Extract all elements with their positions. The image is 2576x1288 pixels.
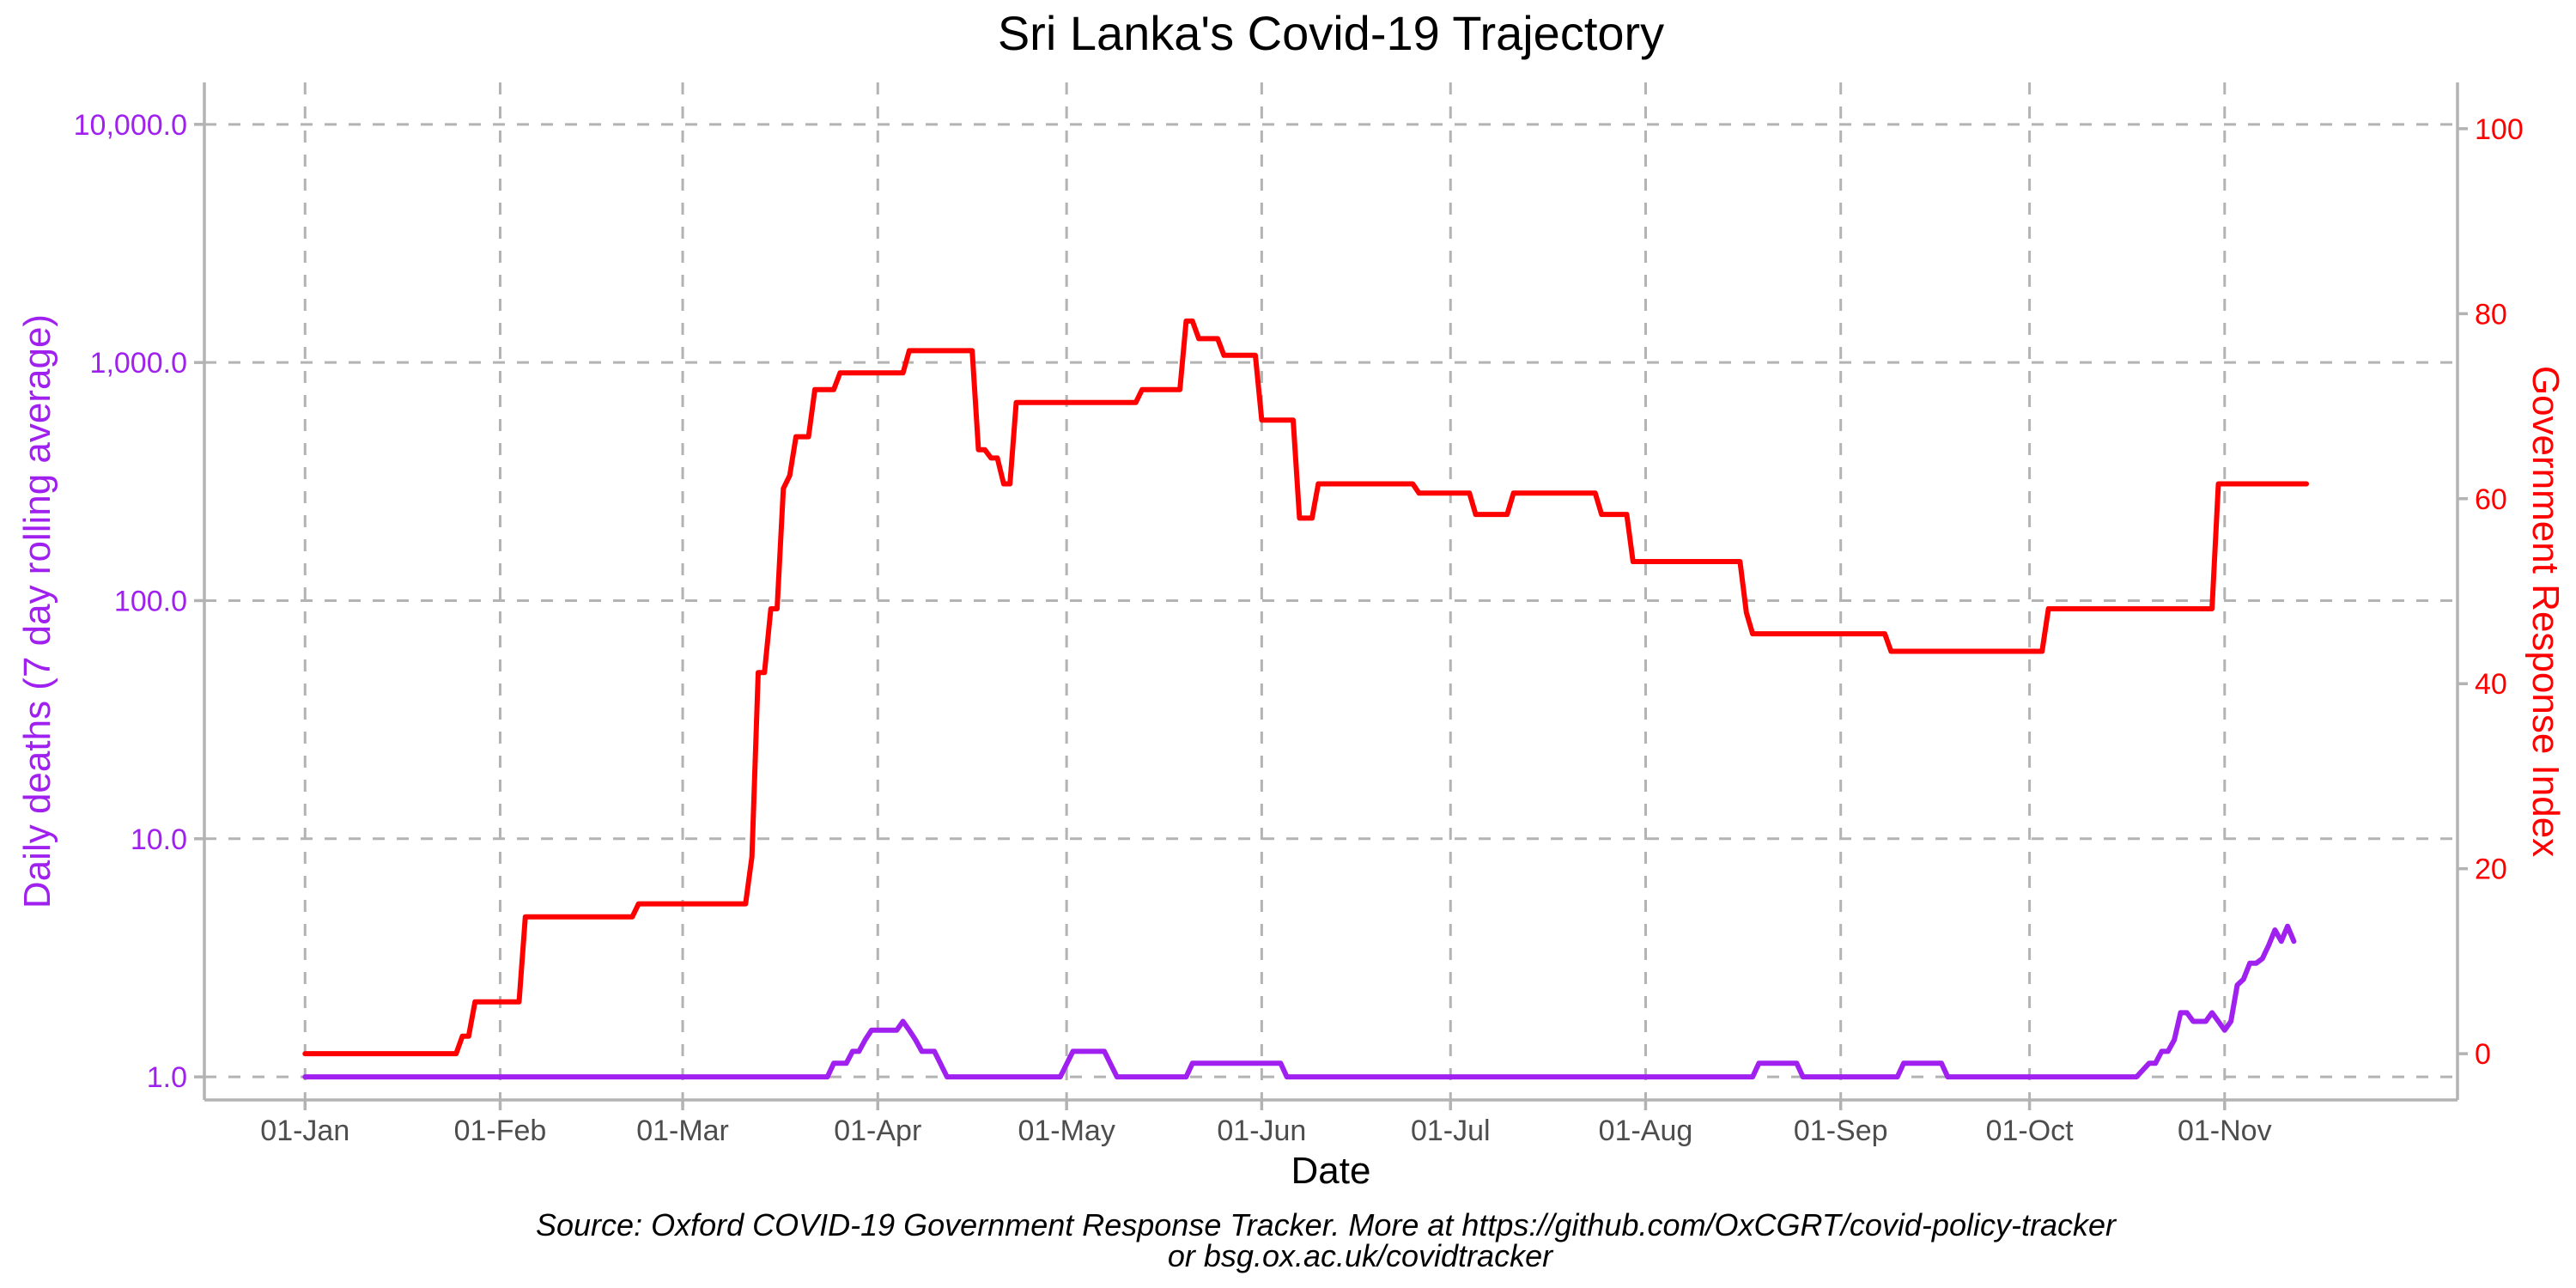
- x-tick-label: 01-Jun: [1217, 1115, 1306, 1147]
- x-tick-label: 01-Sep: [1794, 1115, 1888, 1147]
- left-y-axis-ticks: 1.0 10.0 100.0 1,000.0 10,000.0: [74, 109, 204, 1094]
- right-tick-label: 40: [2475, 668, 2507, 701]
- left-tick-label: 100.0: [114, 585, 187, 617]
- grid: [204, 82, 2458, 1100]
- x-tick-label: 01-Oct: [1986, 1115, 2075, 1147]
- left-tick-label: 1,000.0: [90, 347, 187, 380]
- x-axis-ticks: 01-Jan 01-Feb 01-Mar 01-Apr 01-May 01-Jun 01-J…: [260, 1100, 2272, 1147]
- right-tick-label: 0: [2475, 1038, 2491, 1071]
- left-y-axis-title: Daily deaths (7 day rolling average): [16, 314, 58, 908]
- x-tick-label: 01-Feb: [454, 1115, 547, 1147]
- series: [302, 318, 2310, 1080]
- daily-deaths-line: [302, 923, 2297, 1080]
- chart-title: Sri Lanka's Covid-19 Trajectory: [998, 6, 1664, 60]
- axes: [203, 82, 2459, 1102]
- government-response-index-line: [302, 318, 2310, 1057]
- x-tick-label: 01-Jan: [260, 1115, 349, 1147]
- source-caption-line-2: or bsg.ox.ac.uk/covidtracker: [1168, 1238, 1554, 1273]
- x-axis-title: Date: [1291, 1150, 1371, 1192]
- left-tick-label: 10.0: [131, 823, 187, 856]
- right-tick-label: 100: [2475, 113, 2524, 146]
- right-y-axis-title: Government Response Index: [2524, 366, 2567, 857]
- x-tick-label: 01-Nov: [2178, 1115, 2272, 1147]
- source-caption-line-1: Source: Oxford COVID-19 Government Respo…: [536, 1207, 2117, 1242]
- right-y-axis-ticks: 0 20 40 60 80 100: [2458, 113, 2524, 1071]
- left-tick-label: 10,000.0: [74, 109, 187, 142]
- x-tick-label: 01-May: [1018, 1115, 1115, 1147]
- right-tick-label: 20: [2475, 854, 2507, 886]
- x-tick-label: 01-Mar: [636, 1115, 729, 1147]
- x-tick-label: 01-Aug: [1599, 1115, 1693, 1147]
- right-tick-label: 80: [2475, 298, 2507, 331]
- x-tick-label: 01-Apr: [834, 1115, 921, 1147]
- x-tick-label: 01-Jul: [1411, 1115, 1491, 1147]
- right-tick-label: 60: [2475, 483, 2507, 516]
- left-tick-label: 1.0: [147, 1061, 187, 1094]
